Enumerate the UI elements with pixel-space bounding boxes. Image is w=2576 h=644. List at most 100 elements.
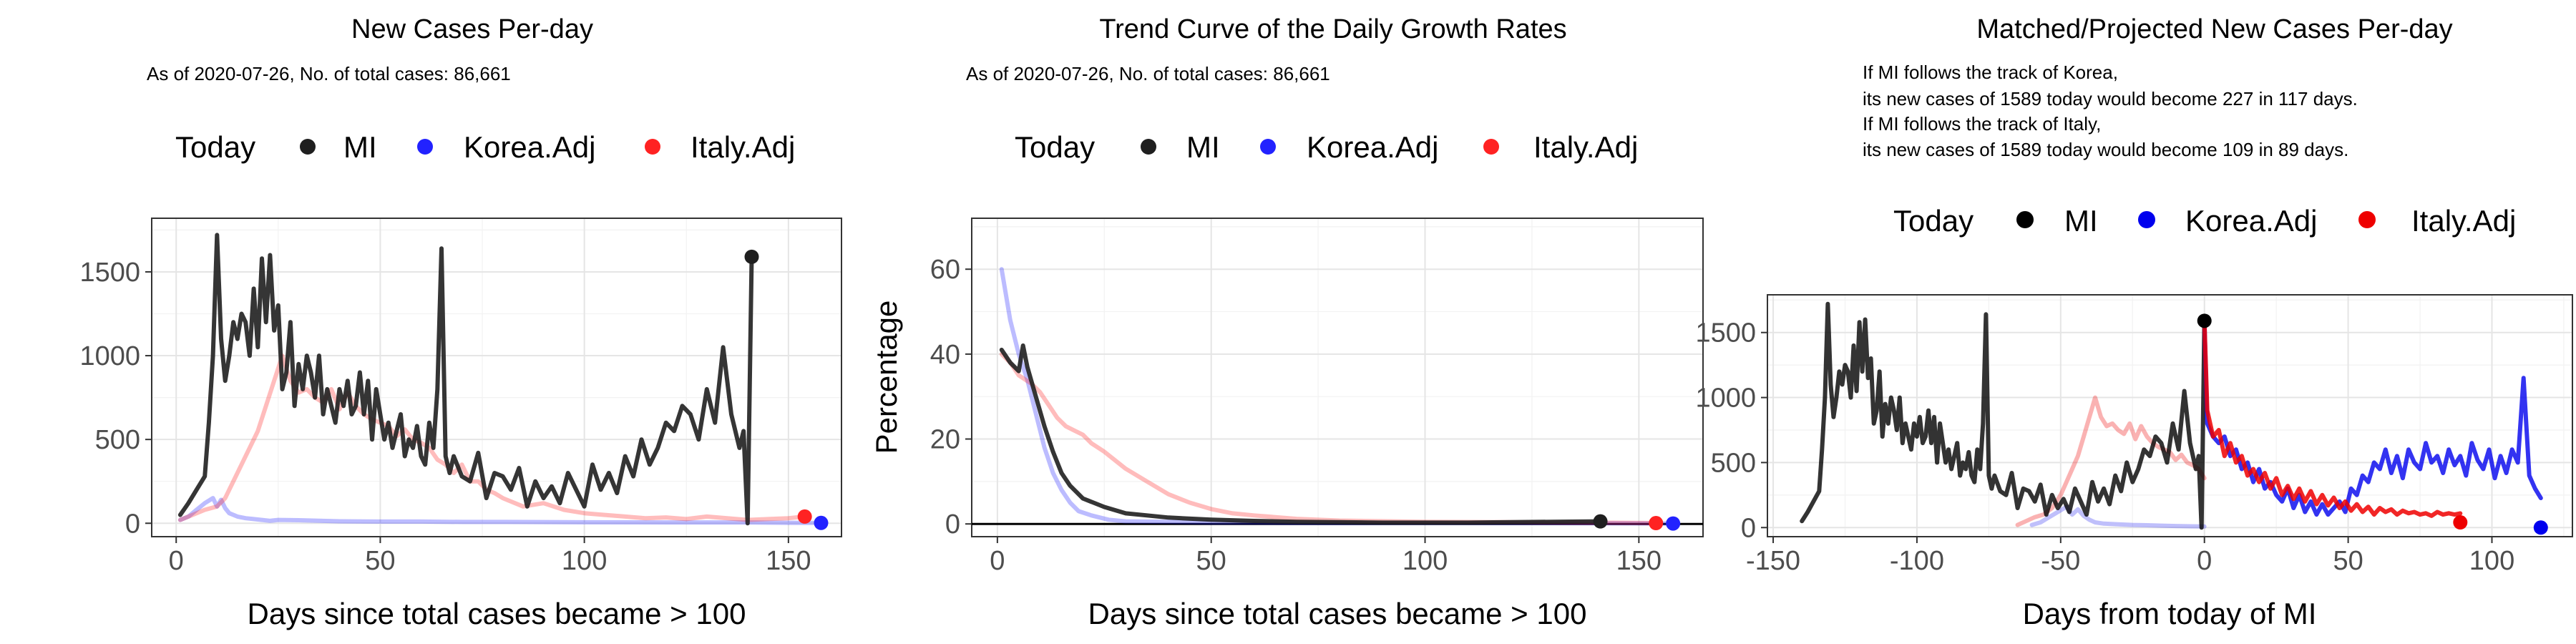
x-tick-label: 50 xyxy=(365,546,395,576)
series-line-mi xyxy=(177,233,754,526)
plot-frame xyxy=(971,218,1704,537)
legend: Today MI Korea.Adj Italy.Adj xyxy=(1893,204,2516,238)
series-line-korea-adj-matched xyxy=(2029,504,2207,529)
series-line-mi xyxy=(1800,301,2207,530)
x-tick-label: 0 xyxy=(990,546,1005,576)
x-tick-label: 0 xyxy=(2197,546,2212,576)
x-tick-label: 150 xyxy=(766,546,811,576)
x-tick-label: -50 xyxy=(2041,546,2080,576)
panel-subtitle: As of 2020-07-26, No. of total cases: 86… xyxy=(966,63,1330,84)
projected-cases-panel: Matched/Projected New Cases Per-day If M… xyxy=(1695,14,2573,630)
series-line-italy-adj-projected xyxy=(2202,318,2463,518)
legend-key-mi xyxy=(1141,139,1156,155)
x-axis-label: Days since total cases became > 100 xyxy=(1088,597,1587,630)
legend-label-mi: MI xyxy=(343,130,377,164)
x-axis: 0 50 100 150 xyxy=(990,537,1662,576)
legend-title: Today xyxy=(175,130,255,164)
today-markers xyxy=(2197,313,2548,535)
x-tick-label: 100 xyxy=(2469,546,2514,576)
x-tick-label: 100 xyxy=(1402,546,1448,576)
today-markers xyxy=(1593,514,1681,531)
plot-grid xyxy=(972,218,1703,537)
today-point-italy-adj xyxy=(797,509,812,524)
y-tick-label: 1000 xyxy=(1695,384,1756,414)
plot-grid xyxy=(152,218,841,537)
x-tick-label: 100 xyxy=(562,546,607,576)
series-line-italy-adj-matched xyxy=(2015,395,2207,527)
plot-frame xyxy=(1767,294,2573,537)
plot-frame xyxy=(151,218,842,537)
panel-title: Trend Curve of the Daily Growth Rates xyxy=(1099,14,1566,44)
panel-title: New Cases Per-day xyxy=(351,14,593,44)
y-axis: 0 500 1000 1500 xyxy=(79,258,152,539)
legend-key-mi xyxy=(300,139,316,155)
y-tick-label: 1000 xyxy=(79,341,140,371)
series-line-korea-adj-projected xyxy=(2202,318,2543,517)
x-tick-label: 50 xyxy=(2333,546,2363,576)
x-axis: 0 50 100 150 xyxy=(169,537,811,576)
panel-subtitle: As of 2020-07-26, No. of total cases: 86… xyxy=(147,63,511,84)
projection-annotation: If MI follows the track of Korea, its ne… xyxy=(1863,62,2358,160)
x-tick-label: 150 xyxy=(1616,546,1662,576)
y-tick-label: 20 xyxy=(930,425,960,455)
legend-label-korea: Korea.Adj xyxy=(464,130,595,164)
growth-rate-panel: Trend Curve of the Daily Growth Rates As… xyxy=(869,14,1704,630)
x-tick-label: 50 xyxy=(1196,546,1226,576)
y-tick-label: 0 xyxy=(945,509,960,540)
series-line-italy-adj xyxy=(177,353,807,522)
legend-title: Today xyxy=(1015,130,1095,164)
annotation-line: If MI follows the track of Italy, xyxy=(1863,113,2101,135)
series-layer xyxy=(1800,301,2543,530)
today-markers xyxy=(744,249,829,530)
legend-label-korea: Korea.Adj xyxy=(1307,130,1438,164)
legend-title: Today xyxy=(1893,204,1974,238)
today-point-korea-adj xyxy=(814,515,829,530)
legend: Today MI Korea.Adj Italy.Adj xyxy=(1015,130,1638,164)
annotation-line: If MI follows the track of Korea, xyxy=(1863,62,2118,83)
x-axis-label: Days from today of MI xyxy=(2023,597,2317,630)
legend: Today MI Korea.Adj Italy.Adj xyxy=(175,130,795,164)
today-point-italy-adj xyxy=(2453,515,2468,530)
x-tick-label: -100 xyxy=(1890,546,1944,576)
new-cases-panel: New Cases Per-day As of 2020-07-26, No. … xyxy=(79,14,842,630)
legend-key-korea xyxy=(2138,211,2155,228)
legend-key-korea xyxy=(1260,139,1276,155)
y-axis: 0 20 40 60 xyxy=(930,255,972,540)
series-line-korea-adj xyxy=(177,496,824,525)
legend-label-italy: Italy.Adj xyxy=(2411,204,2516,238)
y-axis: 0 500 1000 1500 xyxy=(1695,318,1767,543)
y-tick-label: 40 xyxy=(930,340,960,370)
legend-key-italy xyxy=(645,139,660,155)
series-line-mi xyxy=(999,343,1603,525)
legend-label-italy: Italy.Adj xyxy=(691,130,795,164)
y-tick-label: 500 xyxy=(95,425,140,455)
x-tick-label: 0 xyxy=(169,546,184,576)
legend-label-korea: Korea.Adj xyxy=(2185,204,2317,238)
legend-key-korea xyxy=(417,139,433,155)
x-tick-label: -150 xyxy=(1746,546,1800,576)
today-point-korea-adj xyxy=(2533,520,2548,535)
legend-key-italy xyxy=(2358,211,2376,228)
legend-key-mi xyxy=(2016,211,2034,228)
today-point-korea-adj xyxy=(1666,516,1681,531)
today-point-mi xyxy=(2197,313,2212,328)
annotation-line: its new cases of 1589 today would become… xyxy=(1863,139,2348,160)
today-point-mi xyxy=(1593,514,1608,529)
legend-label-mi: MI xyxy=(2064,204,2098,238)
y-tick-label: 0 xyxy=(1741,513,1756,543)
y-axis-label: Percentage xyxy=(869,301,903,454)
legend-label-italy: Italy.Adj xyxy=(1533,130,1638,164)
today-point-italy-adj xyxy=(1649,516,1664,531)
x-axis-label: Days since total cases became > 100 xyxy=(248,597,746,630)
x-axis: -150 -100 -50 0 50 100 xyxy=(1746,537,2514,576)
today-point-mi xyxy=(744,249,759,264)
y-tick-label: 0 xyxy=(125,509,140,539)
annotation-line: its new cases of 1589 today would become… xyxy=(1863,88,2358,109)
y-tick-label: 500 xyxy=(1711,448,1756,478)
legend-label-mi: MI xyxy=(1186,130,1220,164)
panel-title: Matched/Projected New Cases Per-day xyxy=(1976,14,2452,44)
y-tick-label: 60 xyxy=(930,255,960,285)
series-layer xyxy=(177,233,824,526)
series-layer xyxy=(999,267,1676,526)
